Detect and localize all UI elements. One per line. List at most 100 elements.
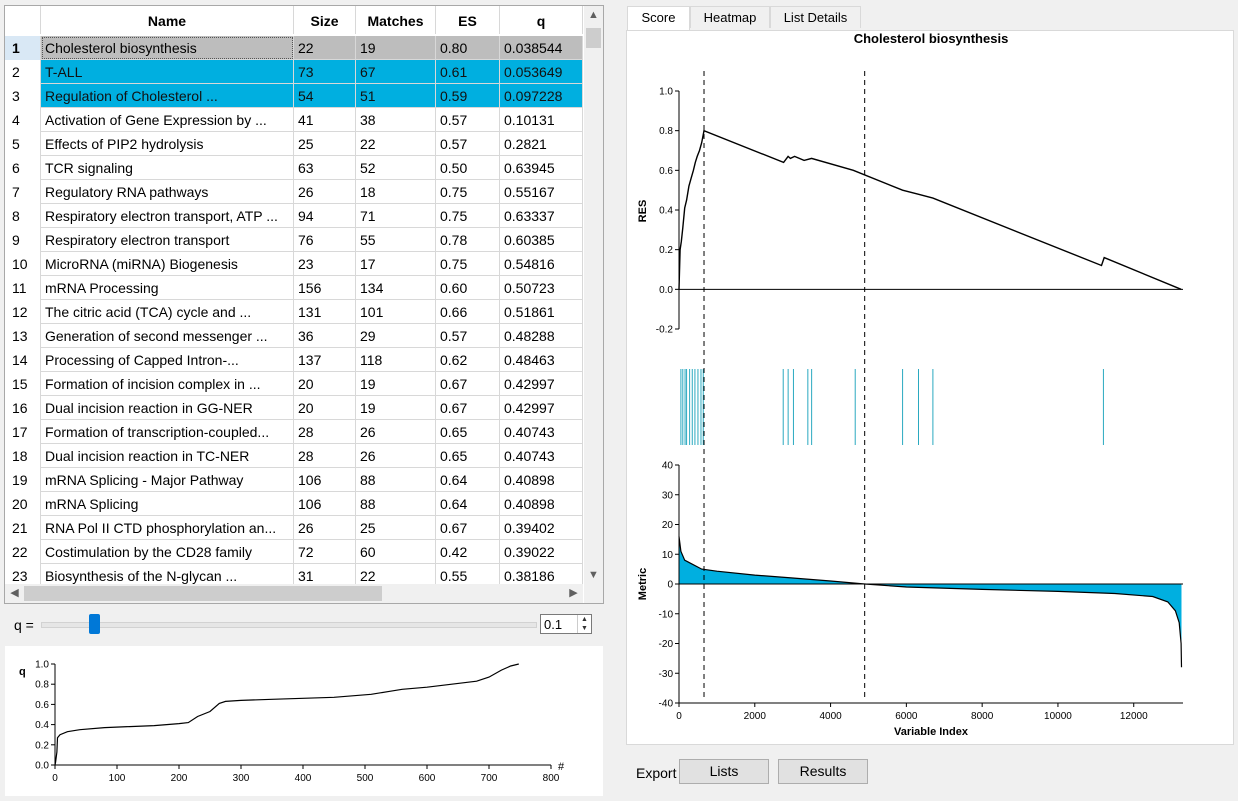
- cell-name[interactable]: Regulation of Cholesterol ...: [41, 84, 294, 108]
- row-number[interactable]: 8: [5, 204, 41, 228]
- horizontal-scroll-thumb[interactable]: [24, 586, 382, 601]
- table-row[interactable]: 14 Processing of Capped Intron-... 137 118 0…: [5, 348, 583, 372]
- spin-up-icon[interactable]: ▲: [581, 616, 588, 623]
- cell-size[interactable]: 156: [294, 276, 356, 300]
- cell-es[interactable]: 0.42: [436, 540, 500, 564]
- horizontal-scrollbar[interactable]: ◀ ▶: [5, 584, 583, 603]
- cell-size[interactable]: 22: [294, 36, 356, 60]
- q-spinbox[interactable]: 0.1 ▲ ▼: [540, 614, 592, 634]
- cell-name[interactable]: Formation of transcription-coupled...: [41, 420, 294, 444]
- cell-matches[interactable]: 19: [356, 396, 436, 420]
- scroll-down-icon[interactable]: ▼: [588, 569, 599, 581]
- row-number[interactable]: 17: [5, 420, 41, 444]
- cell-q[interactable]: 0.38186: [500, 564, 583, 586]
- cell-name[interactable]: T-ALL: [41, 60, 294, 84]
- cell-name[interactable]: TCR signaling: [41, 156, 294, 180]
- row-number[interactable]: 10: [5, 252, 41, 276]
- cell-size[interactable]: 28: [294, 420, 356, 444]
- row-number[interactable]: 3: [5, 84, 41, 108]
- row-number[interactable]: 9: [5, 228, 41, 252]
- table-row[interactable]: 10 MicroRNA (miRNA) Biogenesis 23 17 0.75 0.5…: [5, 252, 583, 276]
- column-header-matches[interactable]: Matches: [356, 6, 436, 34]
- vertical-scroll-thumb[interactable]: [586, 28, 601, 48]
- table-row[interactable]: 17 Formation of transcription-coupled... 2…: [5, 420, 583, 444]
- cell-es[interactable]: 0.66: [436, 300, 500, 324]
- cell-size[interactable]: 137: [294, 348, 356, 372]
- cell-q[interactable]: 0.2821: [500, 132, 583, 156]
- cell-matches[interactable]: 25: [356, 516, 436, 540]
- tab-score[interactable]: Score: [627, 6, 690, 31]
- cell-q[interactable]: 0.54816: [500, 252, 583, 276]
- cell-name[interactable]: Dual incision reaction in GG-NER: [41, 396, 294, 420]
- table-row[interactable]: 22 Costimulation by the CD28 family 72 60 0.…: [5, 540, 583, 564]
- cell-es[interactable]: 0.55: [436, 564, 500, 586]
- cell-size[interactable]: 41: [294, 108, 356, 132]
- cell-matches[interactable]: 71: [356, 204, 436, 228]
- cell-size[interactable]: 76: [294, 228, 356, 252]
- cell-name[interactable]: Processing of Capped Intron-...: [41, 348, 294, 372]
- cell-es[interactable]: 0.78: [436, 228, 500, 252]
- table-row[interactable]: 21 RNA Pol II CTD phosphorylation an... 26…: [5, 516, 583, 540]
- cell-es[interactable]: 0.64: [436, 468, 500, 492]
- cell-matches[interactable]: 88: [356, 468, 436, 492]
- cell-q[interactable]: 0.40898: [500, 492, 583, 516]
- cell-es[interactable]: 0.59: [436, 84, 500, 108]
- cell-es[interactable]: 0.67: [436, 516, 500, 540]
- table-row[interactable]: 20 mRNA Splicing 106 88 0.64 0.40898: [5, 492, 583, 516]
- cell-q[interactable]: 0.097228: [500, 84, 583, 108]
- cell-q[interactable]: 0.63337: [500, 204, 583, 228]
- row-number[interactable]: 15: [5, 372, 41, 396]
- cell-es[interactable]: 0.57: [436, 108, 500, 132]
- column-header-name[interactable]: Name: [41, 6, 294, 34]
- table-row[interactable]: 9 Respiratory electron transport 76 55 0.78 0…: [5, 228, 583, 252]
- row-number[interactable]: 21: [5, 516, 41, 540]
- cell-size[interactable]: 63: [294, 156, 356, 180]
- cell-matches[interactable]: 55: [356, 228, 436, 252]
- row-number[interactable]: 19: [5, 468, 41, 492]
- cell-size[interactable]: 23: [294, 252, 356, 276]
- table-row[interactable]: 2 T-ALL 73 67 0.61 0.053649: [5, 60, 583, 84]
- cell-name[interactable]: Effects of PIP2 hydrolysis: [41, 132, 294, 156]
- cell-name[interactable]: MicroRNA (miRNA) Biogenesis: [41, 252, 294, 276]
- cell-q[interactable]: 0.038544: [500, 36, 583, 60]
- cell-es[interactable]: 0.80: [436, 36, 500, 60]
- cell-matches[interactable]: 19: [356, 372, 436, 396]
- row-number[interactable]: 23: [5, 564, 41, 586]
- cell-matches[interactable]: 18: [356, 180, 436, 204]
- cell-q[interactable]: 0.60385: [500, 228, 583, 252]
- cell-size[interactable]: 28: [294, 444, 356, 468]
- cell-q[interactable]: 0.48463: [500, 348, 583, 372]
- cell-size[interactable]: 26: [294, 180, 356, 204]
- table-row[interactable]: 1 Cholesterol biosynthesis 22 19 0.80 0.03854…: [5, 36, 583, 60]
- cell-matches[interactable]: 38: [356, 108, 436, 132]
- cell-es[interactable]: 0.67: [436, 372, 500, 396]
- cell-name[interactable]: RNA Pol II CTD phosphorylation an...: [41, 516, 294, 540]
- cell-size[interactable]: 36: [294, 324, 356, 348]
- cell-es[interactable]: 0.57: [436, 324, 500, 348]
- cell-matches[interactable]: 22: [356, 132, 436, 156]
- cell-name[interactable]: mRNA Splicing: [41, 492, 294, 516]
- cell-name[interactable]: Dual incision reaction in TC-NER: [41, 444, 294, 468]
- q-slider-track[interactable]: [41, 622, 537, 628]
- cell-size[interactable]: 106: [294, 492, 356, 516]
- cell-size[interactable]: 94: [294, 204, 356, 228]
- cell-matches[interactable]: 51: [356, 84, 436, 108]
- scroll-left-icon[interactable]: ◀: [10, 587, 19, 599]
- cell-name[interactable]: Generation of second messenger ...: [41, 324, 294, 348]
- cell-name[interactable]: Costimulation by the CD28 family: [41, 540, 294, 564]
- cell-es[interactable]: 0.65: [436, 420, 500, 444]
- cell-matches[interactable]: 60: [356, 540, 436, 564]
- cell-q[interactable]: 0.39402: [500, 516, 583, 540]
- cell-q[interactable]: 0.42997: [500, 372, 583, 396]
- export-lists-button[interactable]: Lists: [679, 759, 769, 784]
- row-number[interactable]: 12: [5, 300, 41, 324]
- table-row[interactable]: 23 Biosynthesis of the N-glycan ... 31 22 0.…: [5, 564, 583, 586]
- table-row[interactable]: 6 TCR signaling 63 52 0.50 0.63945: [5, 156, 583, 180]
- cell-name[interactable]: Cholesterol biosynthesis: [41, 36, 294, 60]
- scroll-up-icon[interactable]: ▲: [588, 9, 599, 21]
- cell-size[interactable]: 31: [294, 564, 356, 586]
- row-number[interactable]: 5: [5, 132, 41, 156]
- cell-q[interactable]: 0.40743: [500, 444, 583, 468]
- tab-heatmap[interactable]: Heatmap: [690, 6, 770, 28]
- cell-matches[interactable]: 67: [356, 60, 436, 84]
